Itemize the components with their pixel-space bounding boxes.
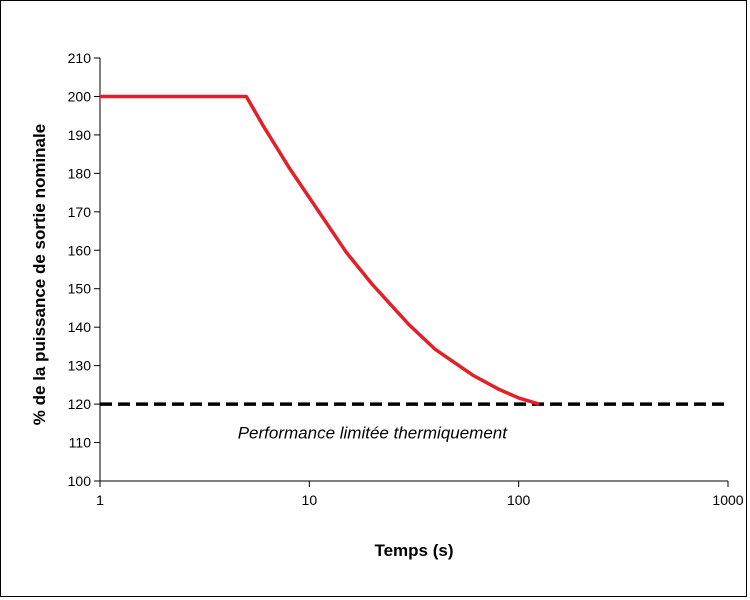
y-tick-label: 120 xyxy=(68,396,92,412)
annotation-layer: Performance limitée thermiquement xyxy=(238,424,509,443)
annotation-label: Performance limitée thermiquement xyxy=(238,424,509,443)
overload-curve-line xyxy=(100,94,540,406)
x-axis-title: Temps (s) xyxy=(374,541,453,560)
y-tick-label: 140 xyxy=(68,319,92,335)
y-tick-label: 130 xyxy=(68,358,92,374)
y-tick-label: 190 xyxy=(68,127,92,143)
x-tick-label: 1000 xyxy=(712,492,743,508)
series-layer xyxy=(100,94,728,406)
y-tick-label: 170 xyxy=(68,204,92,220)
y-axis-title: % de la puissance de sortie nominale xyxy=(30,124,49,425)
x-tick-label: 100 xyxy=(507,492,531,508)
y-tick-label: 200 xyxy=(68,88,92,104)
y-tick-label: 110 xyxy=(69,435,92,451)
axes xyxy=(99,58,728,482)
y-axis-ticks: 100 110 120 130 140 150 160 170 180 190 200 210 xyxy=(68,50,100,489)
x-tick-label: 1 xyxy=(96,492,104,508)
y-tick-label: 100 xyxy=(68,473,92,489)
y-tick-label: 210 xyxy=(68,50,92,66)
x-tick-label: 10 xyxy=(302,492,318,508)
y-tick-label: 150 xyxy=(68,281,92,297)
x-axis-ticks: 1 10 100 1000 xyxy=(96,481,744,508)
y-tick-label: 160 xyxy=(68,242,92,258)
y-tick-label: 180 xyxy=(68,165,92,181)
